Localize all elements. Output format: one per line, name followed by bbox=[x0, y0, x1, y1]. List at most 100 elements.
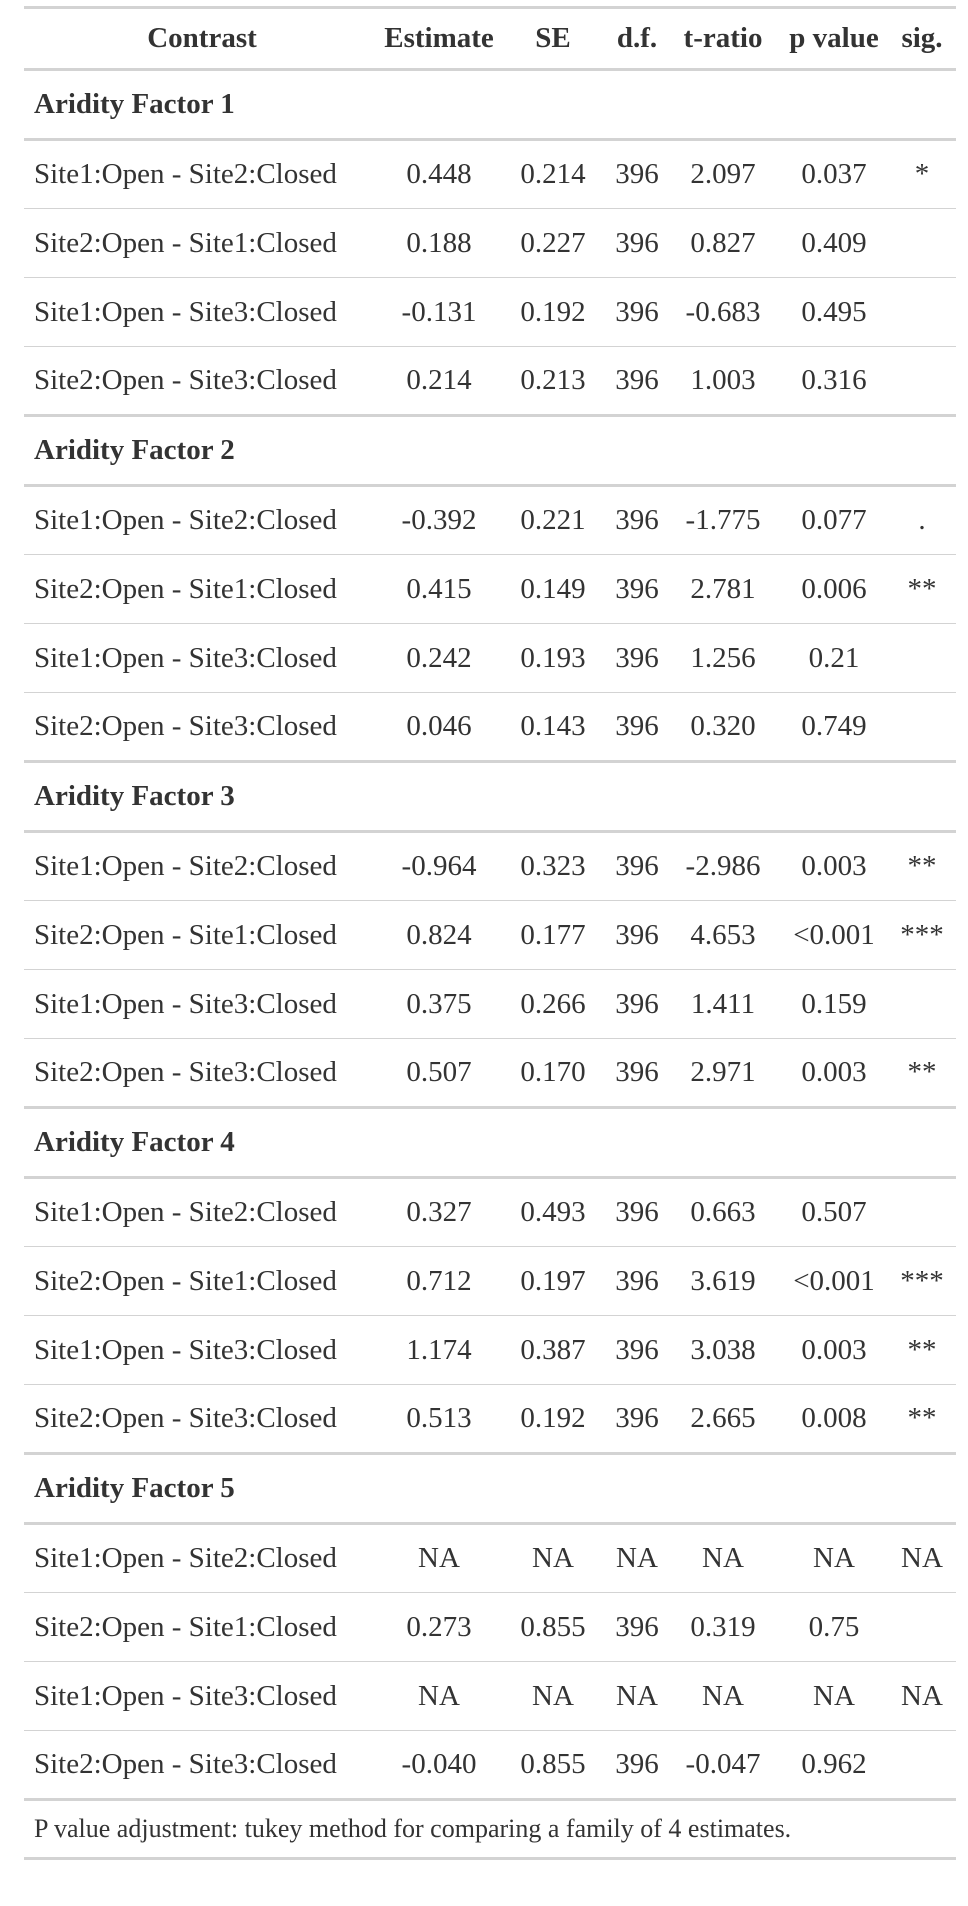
header-df: d.f. bbox=[608, 6, 666, 71]
cell-estimate: 1.174 bbox=[380, 1315, 498, 1385]
cell-df: 396 bbox=[608, 346, 666, 417]
cell-contrast: Site2:Open - Site1:Closed bbox=[24, 900, 380, 970]
cell-df: 396 bbox=[608, 208, 666, 278]
group-header-row: Aridity Factor 2 bbox=[24, 415, 956, 487]
table-row: Site1:Open - Site2:Closed -0.964 0.323 396-… bbox=[24, 831, 956, 901]
cell-sig: ** bbox=[888, 1315, 956, 1385]
cell-t-ratio: 0.320 bbox=[666, 692, 780, 763]
cell-df: 396 bbox=[608, 831, 666, 901]
footnote: P value adjustment: tukey method for com… bbox=[24, 1799, 956, 1860]
cell-t-ratio: -2.986 bbox=[666, 831, 780, 901]
cell-se: 0.177 bbox=[498, 900, 608, 970]
cell-sig: NA bbox=[888, 1523, 956, 1593]
cell-p-value: 0.495 bbox=[780, 277, 888, 347]
group-header-row: Aridity Factor 1 bbox=[24, 69, 956, 141]
cell-sig: *** bbox=[888, 1246, 956, 1316]
cell-p-value: 0.21 bbox=[780, 623, 888, 693]
cell-p-value: 0.75 bbox=[780, 1592, 888, 1662]
cell-estimate: NA bbox=[380, 1661, 498, 1731]
cell-se: 0.214 bbox=[498, 139, 608, 209]
cell-sig bbox=[888, 623, 956, 693]
cell-p-value: 0.008 bbox=[780, 1384, 888, 1455]
cell-se: NA bbox=[498, 1523, 608, 1593]
contrast-results-table: Contrast Estimate SE d.f. t-ratio p valu… bbox=[24, 6, 956, 1860]
cell-estimate: 0.448 bbox=[380, 139, 498, 209]
cell-se: 0.192 bbox=[498, 277, 608, 347]
header-contrast: Contrast bbox=[24, 6, 380, 71]
cell-t-ratio: 1.411 bbox=[666, 969, 780, 1039]
cell-t-ratio: 0.663 bbox=[666, 1177, 780, 1247]
cell-contrast: Site2:Open - Site3:Closed bbox=[24, 1384, 380, 1455]
cell-t-ratio: 2.665 bbox=[666, 1384, 780, 1455]
cell-se: 0.143 bbox=[498, 692, 608, 763]
cell-estimate: 0.712 bbox=[380, 1246, 498, 1316]
group-header-row: Aridity Factor 5 bbox=[24, 1453, 956, 1525]
cell-se: 0.323 bbox=[498, 831, 608, 901]
cell-se: 0.855 bbox=[498, 1730, 608, 1801]
cell-t-ratio: NA bbox=[666, 1523, 780, 1593]
cell-estimate: -0.040 bbox=[380, 1730, 498, 1801]
cell-p-value: 0.037 bbox=[780, 139, 888, 209]
cell-df: 396 bbox=[608, 554, 666, 624]
cell-df: 396 bbox=[608, 1592, 666, 1662]
table-row: Site1:Open - Site3:Closed -0.131 0.192 396-… bbox=[24, 277, 956, 347]
cell-df: 396 bbox=[608, 1315, 666, 1385]
cell-df: 396 bbox=[608, 485, 666, 555]
table-row: Site2:Open - Site3:Closed 0.214 0.213 396 1.… bbox=[24, 346, 956, 417]
cell-p-value: <0.001 bbox=[780, 1246, 888, 1316]
cell-estimate: 0.242 bbox=[380, 623, 498, 693]
cell-sig bbox=[888, 969, 956, 1039]
header-t-ratio: t-ratio bbox=[666, 6, 780, 71]
cell-se: 0.193 bbox=[498, 623, 608, 693]
cell-se: 0.387 bbox=[498, 1315, 608, 1385]
cell-df: 396 bbox=[608, 1038, 666, 1109]
cell-df: 396 bbox=[608, 900, 666, 970]
cell-se: 0.197 bbox=[498, 1246, 608, 1316]
header-p-value: p value bbox=[780, 6, 888, 71]
cell-estimate: -0.392 bbox=[380, 485, 498, 555]
cell-se: 0.227 bbox=[498, 208, 608, 278]
cell-contrast: Site1:Open - Site2:Closed bbox=[24, 1523, 380, 1593]
cell-contrast: Site2:Open - Site1:Closed bbox=[24, 1592, 380, 1662]
cell-estimate: 0.507 bbox=[380, 1038, 498, 1109]
cell-p-value: 0.962 bbox=[780, 1730, 888, 1801]
cell-p-value: 0.006 bbox=[780, 554, 888, 624]
cell-sig: ** bbox=[888, 831, 956, 901]
cell-estimate: NA bbox=[380, 1523, 498, 1593]
header-estimate: Estimate bbox=[380, 6, 498, 71]
cell-p-value: 0.749 bbox=[780, 692, 888, 763]
table-row: Site2:Open - Site1:Closed 0.824 0.177 396 4.… bbox=[24, 900, 956, 970]
cell-sig: . bbox=[888, 485, 956, 555]
cell-df: 396 bbox=[608, 1246, 666, 1316]
cell-estimate: 0.824 bbox=[380, 900, 498, 970]
group-header-row: Aridity Factor 3 bbox=[24, 761, 956, 833]
cell-estimate: 0.327 bbox=[380, 1177, 498, 1247]
cell-contrast: Site1:Open - Site3:Closed bbox=[24, 969, 380, 1039]
cell-t-ratio: 2.971 bbox=[666, 1038, 780, 1109]
cell-sig bbox=[888, 1730, 956, 1801]
cell-estimate: 0.375 bbox=[380, 969, 498, 1039]
cell-df: 396 bbox=[608, 692, 666, 763]
cell-sig bbox=[888, 692, 956, 763]
cell-t-ratio: 3.619 bbox=[666, 1246, 780, 1316]
cell-contrast: Site1:Open - Site2:Closed bbox=[24, 831, 380, 901]
cell-sig bbox=[888, 1177, 956, 1247]
cell-contrast: Site1:Open - Site2:Closed bbox=[24, 139, 380, 209]
cell-contrast: Site2:Open - Site3:Closed bbox=[24, 1038, 380, 1109]
cell-t-ratio: -0.047 bbox=[666, 1730, 780, 1801]
table-header: Contrast Estimate SE d.f. t-ratio p valu… bbox=[24, 6, 956, 71]
header-sig: sig. bbox=[888, 6, 956, 71]
footnote-row: P value adjustment: tukey method for com… bbox=[24, 1799, 956, 1860]
cell-p-value: 0.316 bbox=[780, 346, 888, 417]
cell-t-ratio: 1.256 bbox=[666, 623, 780, 693]
header-row: Contrast Estimate SE d.f. t-ratio p valu… bbox=[24, 6, 956, 71]
cell-estimate: 0.273 bbox=[380, 1592, 498, 1662]
cell-se: 0.493 bbox=[498, 1177, 608, 1247]
cell-t-ratio: 3.038 bbox=[666, 1315, 780, 1385]
cell-se: 0.221 bbox=[498, 485, 608, 555]
cell-estimate: 0.188 bbox=[380, 208, 498, 278]
cell-sig: ** bbox=[888, 1038, 956, 1109]
cell-df: NA bbox=[608, 1661, 666, 1731]
cell-sig: * bbox=[888, 139, 956, 209]
cell-p-value: 0.003 bbox=[780, 1315, 888, 1385]
